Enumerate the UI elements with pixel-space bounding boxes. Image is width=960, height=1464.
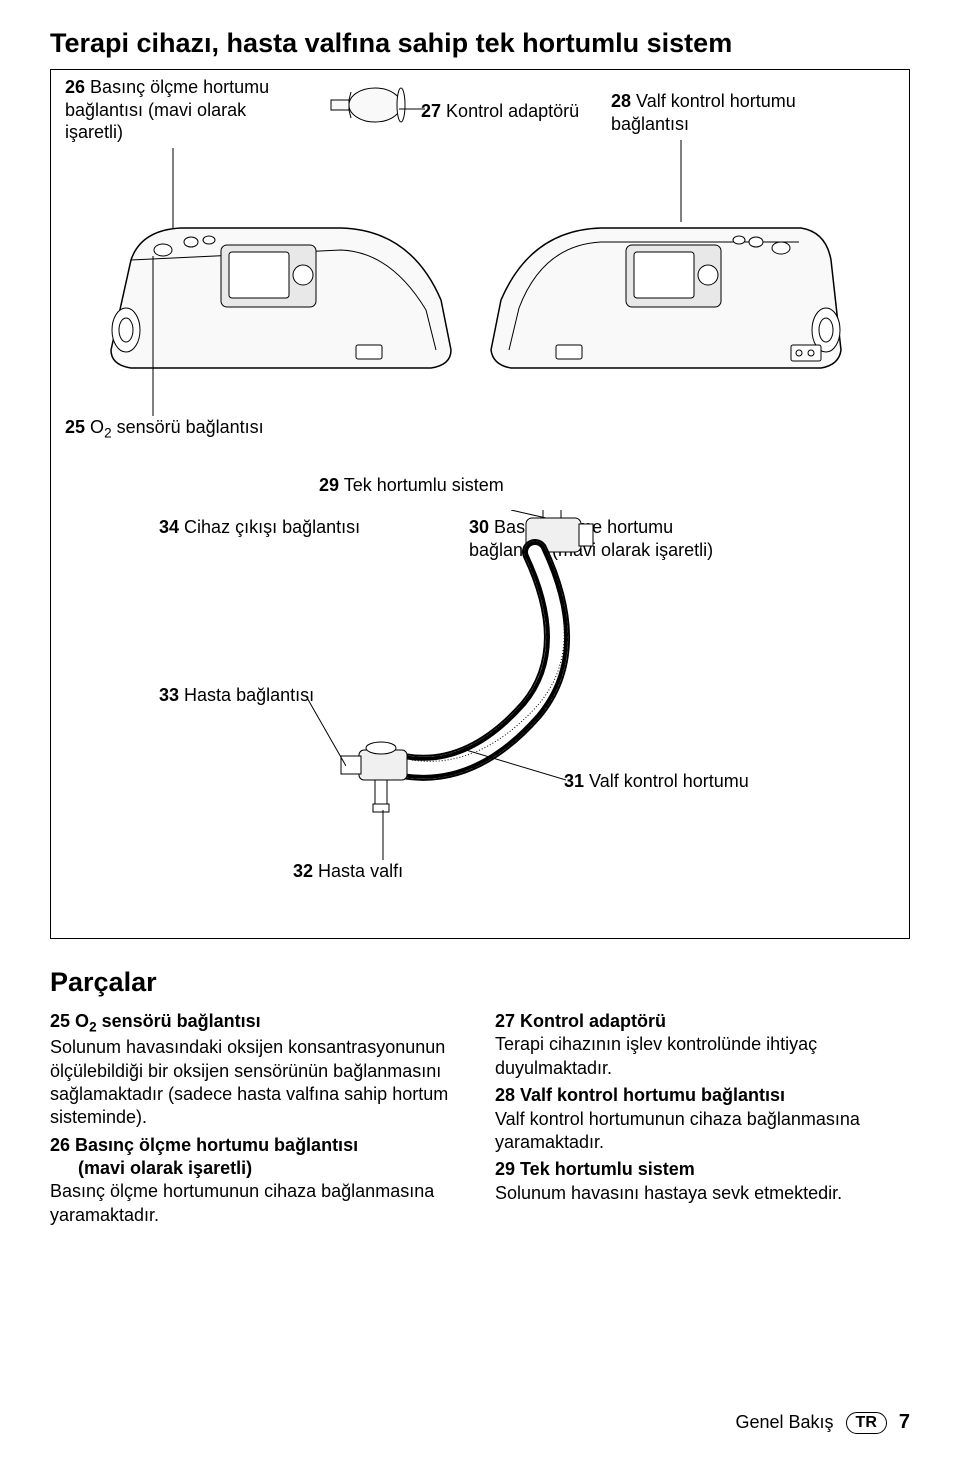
device-left-icon [81, 190, 461, 390]
callout-29-num: 29 [319, 475, 339, 495]
item-26-sub: (mavi olarak işaretli) [50, 1157, 465, 1180]
callout-25-pre: O [90, 417, 104, 437]
callout-26-num: 26 [65, 77, 85, 97]
callout-25: 25 O2 sensörü bağlantısı [65, 416, 264, 442]
callout-32-num: 32 [293, 861, 313, 881]
callout-26-text: Basınç ölçme hortumu bağlantısı (mavi ol… [65, 77, 269, 142]
callout-27-text: Kontrol adaptörü [446, 101, 579, 121]
callout-31-num: 31 [564, 771, 584, 791]
item-25-sub: 2 [89, 1020, 97, 1035]
callout-25-num: 25 [65, 417, 85, 437]
left-column: 25 O2 sensörü bağlantısı Solunum havasın… [50, 1010, 465, 1227]
two-column-layout: 25 O2 sensörü bağlantısı Solunum havasın… [50, 1010, 910, 1227]
item-28-head: 28 Valf kontrol hortumu bağlantısı [495, 1084, 910, 1107]
page-title: Terapi cihazı, hasta valfına sahip tek h… [50, 28, 910, 59]
callout-34: 34 Cihaz çıkışı bağlantısı [159, 516, 360, 539]
callout-28-text: Valf kontrol hortumu bağlantısı [611, 91, 796, 134]
item-25-post: sensörü bağlantısı [97, 1011, 261, 1031]
page-footer: Genel Bakış TR 7 [735, 1411, 910, 1434]
footer-label: Genel Bakış [735, 1412, 833, 1433]
callout-32: 32 Hasta valfı [293, 860, 403, 883]
diagram-frame: 26 Basınç ölçme hortumu bağlantısı (mavi… [50, 69, 910, 939]
adapter-icon [329, 80, 409, 130]
callout-33-num: 33 [159, 685, 179, 705]
callout-26: 26 Basınç ölçme hortumu bağlantısı (mavi… [65, 76, 285, 144]
item-27-body: Terapi cihazının işlev kontrolünde ihtiy… [495, 1033, 910, 1080]
item-27-head: 27 Kontrol adaptörü [495, 1010, 910, 1033]
callout-29-text: Tek hortumlu sistem [344, 475, 504, 495]
item-26-body: Basınç ölçme hortumunun cihaza bağlanmas… [50, 1180, 465, 1227]
item-29-body: Solunum havasını hastaya sevk etmektedir… [495, 1182, 910, 1205]
callout-28-num: 28 [611, 91, 631, 111]
section-heading: Parçalar [50, 967, 910, 998]
callout-33-text: Hasta bağlantısı [184, 685, 314, 705]
device-right-icon [481, 190, 861, 390]
callout-25-post: sensörü bağlantısı [112, 417, 264, 437]
callout-25-sub: 2 [104, 426, 112, 441]
item-29-head: 29 Tek hortumlu sistem [495, 1158, 910, 1181]
callout-31: 31 Valf kontrol hortumu [564, 770, 749, 793]
callout-32-text: Hasta valfı [318, 861, 403, 881]
lang-badge: TR [846, 1412, 887, 1434]
item-25-num: 25 [50, 1011, 70, 1031]
item-28-body: Valf kontrol hortumunun cihaza bağlanmas… [495, 1108, 910, 1155]
item-25-head: 25 O2 sensörü bağlantısı [50, 1010, 465, 1036]
item-25-pre: O [75, 1011, 89, 1031]
callout-31-text: Valf kontrol hortumu [589, 771, 749, 791]
callout-33: 33 Hasta bağlantısı [159, 684, 314, 707]
callout-27: 27 Kontrol adaptörü [421, 100, 579, 123]
item-26-head: 26 Basınç ölçme hortumu bağlantısı [50, 1134, 465, 1157]
callout-28: 28 Valf kontrol hortumu bağlantısı [611, 90, 811, 135]
page-number: 7 [899, 1411, 910, 1434]
callout-29: 29 Tek hortumlu sistem [319, 474, 504, 497]
item-25-body: Solunum havasındaki oksijen konsantrasyo… [50, 1036, 465, 1130]
callout-34-num: 34 [159, 517, 179, 537]
right-column: 27 Kontrol adaptörü Terapi cihazının işl… [495, 1010, 910, 1227]
